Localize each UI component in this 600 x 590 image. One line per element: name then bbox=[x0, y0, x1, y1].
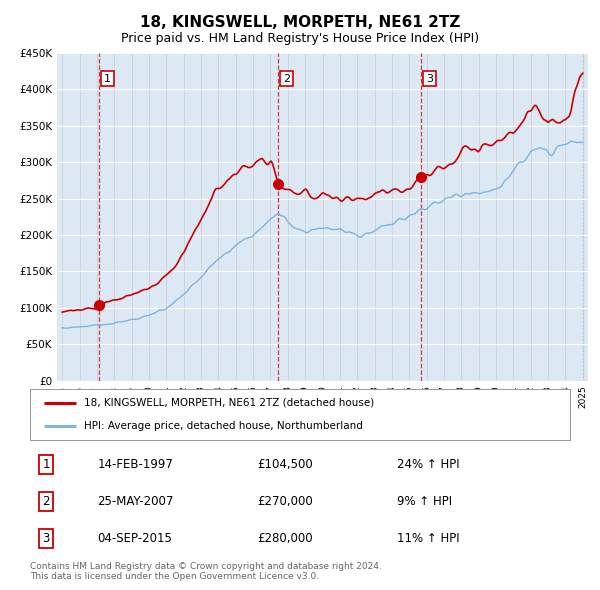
Text: 2: 2 bbox=[43, 495, 50, 508]
Text: HPI: Average price, detached house, Northumberland: HPI: Average price, detached house, Nort… bbox=[84, 421, 363, 431]
Text: 24% ↑ HPI: 24% ↑ HPI bbox=[397, 458, 460, 471]
Text: 11% ↑ HPI: 11% ↑ HPI bbox=[397, 532, 460, 545]
Text: Price paid vs. HM Land Registry's House Price Index (HPI): Price paid vs. HM Land Registry's House … bbox=[121, 32, 479, 45]
Text: 18, KINGSWELL, MORPETH, NE61 2TZ (detached house): 18, KINGSWELL, MORPETH, NE61 2TZ (detach… bbox=[84, 398, 374, 408]
Text: 2: 2 bbox=[283, 74, 290, 84]
Text: 1: 1 bbox=[104, 74, 111, 84]
Text: £280,000: £280,000 bbox=[257, 532, 313, 545]
Text: 3: 3 bbox=[426, 74, 433, 84]
Text: 18, KINGSWELL, MORPETH, NE61 2TZ: 18, KINGSWELL, MORPETH, NE61 2TZ bbox=[140, 15, 460, 30]
Text: Contains HM Land Registry data © Crown copyright and database right 2024.
This d: Contains HM Land Registry data © Crown c… bbox=[30, 562, 382, 581]
Text: 25-MAY-2007: 25-MAY-2007 bbox=[97, 495, 174, 508]
Text: 14-FEB-1997: 14-FEB-1997 bbox=[97, 458, 173, 471]
Text: £270,000: £270,000 bbox=[257, 495, 313, 508]
Text: 9% ↑ HPI: 9% ↑ HPI bbox=[397, 495, 452, 508]
Text: 3: 3 bbox=[43, 532, 50, 545]
Text: 1: 1 bbox=[43, 458, 50, 471]
Text: 04-SEP-2015: 04-SEP-2015 bbox=[97, 532, 172, 545]
Text: £104,500: £104,500 bbox=[257, 458, 313, 471]
